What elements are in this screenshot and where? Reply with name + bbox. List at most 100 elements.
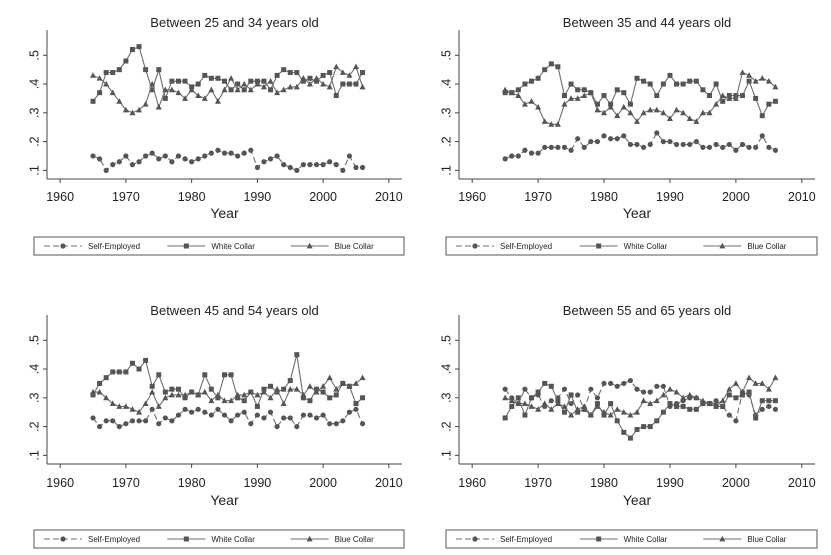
data-point: [515, 87, 521, 93]
data-point: [720, 403, 726, 409]
legend-label: Blue Collar: [747, 242, 786, 251]
data-point: [149, 87, 155, 93]
data-point: [759, 113, 765, 119]
data-point: [587, 411, 594, 418]
data-point: [162, 86, 169, 93]
data-point: [327, 395, 333, 401]
data-point: [502, 156, 508, 162]
data-point: [726, 95, 733, 101]
y-tick-label: .3: [439, 108, 453, 118]
data-point: [739, 141, 746, 148]
data-point: [660, 391, 667, 398]
data-point: [554, 400, 561, 406]
data-point: [561, 93, 567, 99]
data-point: [346, 81, 352, 87]
data-point: [294, 70, 300, 76]
data-point: [726, 385, 733, 392]
data-point: [280, 400, 287, 406]
data-point: [360, 70, 366, 76]
data-point: [300, 412, 306, 418]
data-point: [235, 81, 241, 87]
data-point: [182, 156, 188, 162]
data-point: [320, 412, 326, 418]
data-point: [674, 81, 680, 87]
y-tick-label: .5: [27, 335, 41, 345]
data-point: [726, 141, 732, 148]
data-point: [241, 391, 248, 398]
data-point: [753, 95, 759, 101]
x-axis-label: Year: [210, 492, 239, 508]
data-point: [614, 406, 621, 412]
data-point: [260, 83, 267, 90]
data-point: [129, 47, 135, 53]
data-point: [733, 418, 739, 424]
data-point: [326, 83, 333, 90]
data-point: [287, 415, 293, 421]
data-point: [647, 81, 653, 87]
data-point: [667, 401, 673, 407]
x-axis-label: Year: [623, 492, 652, 508]
data-point: [752, 380, 759, 386]
data-point: [627, 377, 634, 384]
x-tick-label: 1970: [524, 476, 552, 490]
data-point: [287, 378, 293, 384]
data-point: [353, 81, 359, 87]
data-point: [201, 95, 208, 101]
x-tick-label: 1970: [112, 476, 140, 490]
y-tick-label: .2: [439, 421, 453, 431]
data-point: [772, 83, 779, 90]
data-point: [713, 403, 719, 409]
data-point: [548, 406, 555, 412]
data-point: [90, 392, 96, 398]
data-point: [359, 374, 366, 381]
data-point: [294, 423, 300, 430]
chart-legend: Self-Employed White Collar Blue Collar: [445, 236, 818, 256]
data-point: [666, 115, 673, 121]
data-point: [339, 380, 346, 386]
data-point: [175, 391, 182, 398]
data-point: [195, 156, 201, 162]
series-line: [93, 376, 363, 413]
data-point: [739, 392, 745, 398]
data-point: [765, 77, 772, 84]
data-point: [156, 67, 162, 73]
data-point: [97, 380, 103, 386]
data-point: [548, 121, 555, 127]
legend-label: Self-Employed: [88, 242, 140, 251]
x-tick-label: 2000: [309, 190, 337, 204]
data-point: [746, 144, 752, 150]
data-point: [693, 118, 700, 124]
data-point: [654, 130, 660, 136]
x-tick-label: 2010: [375, 190, 403, 204]
y-tick-label: .4: [27, 364, 41, 374]
data-point: [110, 70, 116, 76]
data-point: [687, 406, 693, 412]
data-point: [548, 61, 554, 67]
x-tick-label: 2010: [788, 476, 816, 490]
data-point: [267, 156, 274, 162]
data-point: [202, 409, 208, 415]
data-point: [739, 93, 745, 99]
y-tick-label: .3: [27, 393, 41, 403]
data-point: [314, 78, 320, 84]
y-tick-label: .1: [27, 165, 41, 175]
data-point: [732, 380, 739, 386]
series-white-collar: [90, 44, 366, 104]
data-point: [228, 418, 234, 424]
data-point: [142, 100, 149, 107]
data-point: [759, 380, 766, 386]
data-point: [129, 109, 136, 116]
data-point: [706, 109, 713, 116]
series-white-collar: [502, 61, 778, 119]
data-point: [162, 415, 168, 421]
data-point: [287, 164, 293, 171]
x-tick-label: 1960: [46, 476, 74, 490]
data-point: [548, 144, 554, 150]
data-point: [313, 75, 320, 81]
data-point: [640, 397, 647, 404]
data-point: [182, 78, 188, 84]
data-point: [594, 403, 601, 409]
data-point: [149, 80, 156, 87]
data-point: [772, 147, 779, 153]
